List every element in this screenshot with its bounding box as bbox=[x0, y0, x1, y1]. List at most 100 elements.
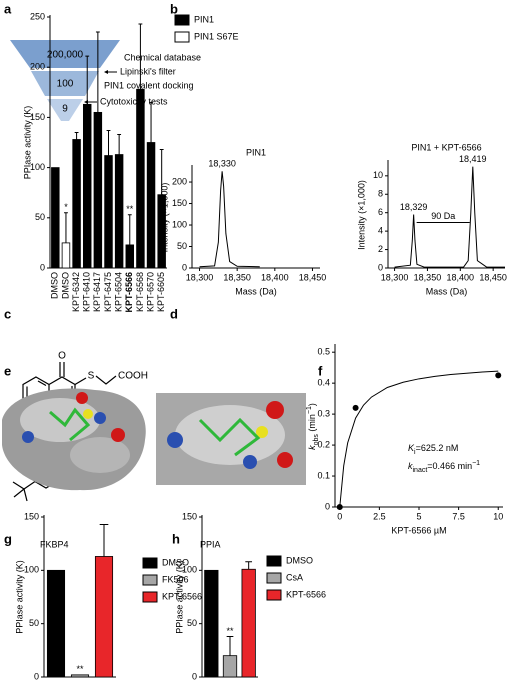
x-tick-label: 2.5 bbox=[373, 511, 386, 521]
bond bbox=[23, 481, 36, 490]
x-tick-label: 5 bbox=[416, 511, 421, 521]
bar bbox=[125, 244, 135, 269]
funnel-step: PIN1 covalent docking bbox=[104, 80, 194, 90]
bar bbox=[146, 142, 156, 269]
funnel-count: 200,000 bbox=[47, 50, 84, 61]
x-tick-label: KPT-6566 bbox=[124, 272, 134, 313]
point bbox=[352, 404, 359, 411]
y-tick-label: 250 bbox=[30, 11, 45, 21]
y-tick-label: 0.4 bbox=[317, 378, 330, 388]
bond bbox=[12, 481, 25, 490]
error-bar bbox=[149, 101, 153, 143]
chart-title: PIN1 bbox=[246, 147, 266, 157]
error-bar bbox=[74, 131, 79, 140]
y-tick-label: 200 bbox=[30, 62, 45, 72]
y-axis-label: PPIase activity (K) bbox=[174, 560, 184, 634]
panel-label: g bbox=[4, 531, 12, 546]
residue bbox=[76, 392, 88, 404]
residue bbox=[111, 428, 125, 442]
error-bar bbox=[106, 129, 111, 156]
panel-label: e bbox=[4, 363, 11, 378]
y-tick-label: 0.3 bbox=[317, 408, 330, 418]
y-tick-label: 50 bbox=[29, 618, 39, 628]
legend-swatch bbox=[142, 574, 158, 586]
annotation-part: =625.2 nM bbox=[416, 443, 459, 453]
atom: COOH bbox=[118, 371, 148, 382]
y-tick-label: 150 bbox=[182, 511, 197, 521]
significance: ** bbox=[126, 204, 134, 214]
spectrum-line bbox=[394, 166, 505, 268]
peak-label: 18,330 bbox=[208, 159, 236, 169]
spectrum-line bbox=[199, 171, 260, 268]
y-tick-label: 8 bbox=[378, 189, 383, 199]
bar bbox=[72, 139, 81, 269]
atom: S bbox=[88, 371, 95, 382]
y-axis-label: Intensity (×1,000) bbox=[159, 183, 169, 253]
label-part: ) bbox=[307, 403, 317, 406]
legend-label: PIN1 bbox=[194, 14, 214, 24]
x-tick-label: KPT-6475 bbox=[103, 272, 113, 312]
y-tick-label: 100 bbox=[182, 565, 197, 575]
panel-label: a bbox=[4, 1, 12, 16]
funnel-count: 100 bbox=[57, 79, 74, 90]
arrowhead bbox=[104, 70, 108, 74]
error-bar bbox=[245, 561, 253, 570]
bond bbox=[13, 488, 25, 498]
x-tick-label: KPT-6410 bbox=[82, 272, 92, 312]
peak-label: 18,329 bbox=[400, 202, 428, 212]
fit-curve bbox=[339, 370, 499, 508]
y-tick-label: 150 bbox=[24, 511, 39, 521]
legend-swatch bbox=[174, 31, 190, 43]
fit-annotation: Ki=625.2 nM bbox=[408, 443, 458, 456]
x-tick-label: 18,350 bbox=[414, 272, 442, 282]
error-bar bbox=[127, 214, 132, 245]
bar bbox=[46, 569, 66, 678]
x-tick-label: 18,400 bbox=[261, 272, 289, 282]
residue bbox=[277, 452, 293, 468]
x-tick-label: 18,450 bbox=[299, 272, 327, 282]
x-axis-label: Mass (Da) bbox=[426, 286, 468, 296]
bar bbox=[136, 88, 145, 269]
protein-surface-right bbox=[156, 393, 306, 485]
error-bar bbox=[226, 635, 234, 656]
residue bbox=[256, 426, 268, 438]
atom: O bbox=[58, 351, 66, 362]
significance: * bbox=[64, 202, 68, 212]
bar bbox=[51, 167, 60, 269]
residue bbox=[94, 412, 106, 424]
panel-label: b bbox=[170, 1, 178, 16]
x-tick-label: KPT-6504 bbox=[114, 272, 124, 312]
x-axis-label: KPT-6566 µM bbox=[391, 525, 446, 535]
bar bbox=[222, 655, 238, 678]
funnel-level bbox=[47, 99, 83, 121]
funnel-count: 9 bbox=[62, 104, 68, 115]
point bbox=[336, 504, 343, 510]
y-tick-label: 0 bbox=[378, 262, 383, 272]
y-tick-label: 10 bbox=[373, 170, 383, 180]
y-tick-label: 0.2 bbox=[317, 439, 330, 449]
y-tick-label: 0 bbox=[34, 671, 39, 681]
y-tick-label: 4 bbox=[378, 226, 383, 236]
label-part: (min bbox=[307, 414, 317, 434]
funnel-step: Cytotoxicity tests bbox=[100, 96, 168, 106]
annotation-part: k bbox=[408, 461, 413, 471]
surface-patch bbox=[70, 437, 130, 473]
annotation-part: K bbox=[408, 443, 415, 453]
legend-swatch bbox=[142, 557, 158, 569]
error-bar bbox=[117, 133, 122, 155]
significance: ** bbox=[76, 664, 84, 674]
legend-swatch bbox=[142, 591, 158, 603]
y-tick-label: 6 bbox=[378, 207, 383, 217]
bond bbox=[37, 380, 47, 387]
x-tick-label: 18,400 bbox=[447, 272, 475, 282]
x-tick-label: KPT-6342 bbox=[71, 272, 81, 312]
significance: ** bbox=[226, 626, 234, 636]
error-bar bbox=[159, 149, 164, 195]
y-tick-label: 50 bbox=[187, 618, 197, 628]
bar bbox=[93, 111, 103, 269]
ligand bbox=[198, 417, 261, 457]
x-tick-label: KPT-6568 bbox=[135, 272, 145, 312]
legend-label: DMSO bbox=[162, 557, 189, 567]
bar bbox=[82, 103, 92, 269]
